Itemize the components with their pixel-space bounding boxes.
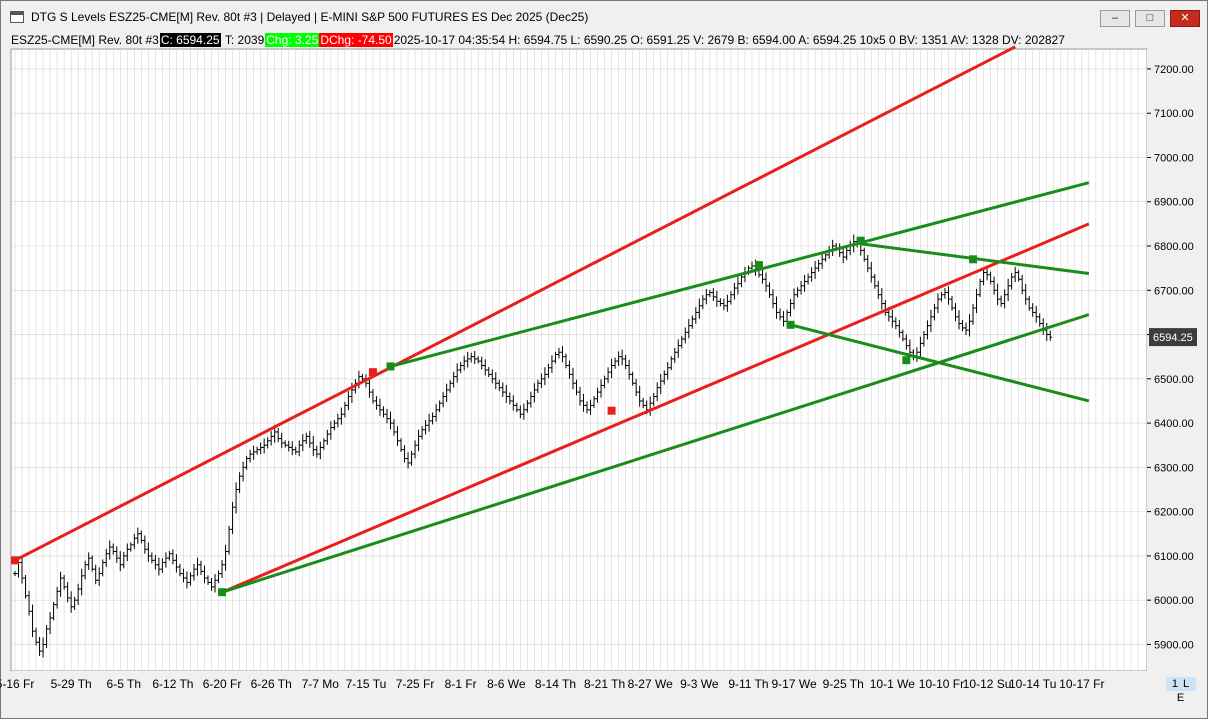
green-trend-line bbox=[221, 313, 1090, 594]
y-tick-label: 6900.00 bbox=[1154, 197, 1194, 209]
red-pivot-marker bbox=[368, 368, 377, 377]
maximize-button[interactable]: □ bbox=[1135, 10, 1165, 27]
x-tick-label: 7-25 Fr bbox=[396, 677, 435, 691]
green-trend-line bbox=[390, 181, 1090, 368]
app-icon bbox=[10, 11, 24, 23]
y-tick-label: 6000.00 bbox=[1154, 595, 1194, 607]
x-tick-label: 8-27 We bbox=[628, 677, 673, 691]
red-trend-line bbox=[221, 222, 1090, 594]
x-tick-label: 7-7 Mo bbox=[302, 677, 340, 691]
y-tick-label: 6400.00 bbox=[1154, 418, 1194, 430]
daily-change-value: DChg: -74.50 bbox=[319, 33, 393, 47]
x-tick-label: 5-29 Th bbox=[51, 677, 92, 691]
red-pivot-marker bbox=[607, 406, 616, 415]
change-value: Chg: 3.25 bbox=[265, 33, 320, 47]
y-tick-label: 5900.00 bbox=[1154, 639, 1194, 651]
minimize-button[interactable]: – bbox=[1100, 10, 1130, 27]
y-tick-label: 6800.00 bbox=[1154, 241, 1194, 253]
y-tick-label: 6700.00 bbox=[1154, 285, 1194, 297]
green-pivot-marker bbox=[902, 356, 911, 365]
scale-mode-label[interactable]: 1 L E bbox=[1166, 677, 1196, 704]
green-pivot-marker bbox=[969, 255, 978, 264]
trades-value: T: 2039 bbox=[224, 33, 265, 47]
x-tick-label: 6-26 Th bbox=[251, 677, 292, 691]
x-tick-label: 9-17 We bbox=[771, 677, 816, 691]
x-tick-label: 9-25 Th bbox=[823, 677, 864, 691]
x-tick-label: 8-1 Fr bbox=[445, 677, 477, 691]
time-axis bbox=[11, 671, 1200, 691]
quote-info-bar: ESZ25-CME[M] Rev. 80t #3 C: 6594.25 T: 20… bbox=[10, 32, 1066, 48]
y-tick-label: 7100.00 bbox=[1154, 108, 1194, 120]
green-pivot-marker bbox=[218, 588, 227, 597]
y-tick-label: 7000.00 bbox=[1154, 152, 1194, 164]
y-tick-label: 6300.00 bbox=[1154, 462, 1194, 474]
symbol-label: ESZ25-CME[M] Rev. 80t #3 bbox=[11, 33, 159, 47]
x-tick-label: 10-1 We bbox=[870, 677, 915, 691]
x-tick-label: 10-17 Fr bbox=[1059, 677, 1104, 691]
x-tick-label: 8-6 We bbox=[487, 677, 526, 691]
green-pivot-marker bbox=[386, 362, 395, 371]
green-trend-line bbox=[790, 323, 1090, 403]
y-tick-label: 7200.00 bbox=[1154, 64, 1194, 76]
green-pivot-marker bbox=[856, 236, 865, 245]
window-title: DTG S Levels ESZ25-CME[M] Rev. 80t #3 | … bbox=[31, 10, 589, 24]
x-tick-label: 8-14 Th bbox=[535, 677, 576, 691]
x-tick-label: 10-10 Fr bbox=[919, 677, 964, 691]
price-axis bbox=[1147, 49, 1200, 671]
plot-area bbox=[10, 48, 1148, 672]
x-tick-label: 9-3 We bbox=[680, 677, 719, 691]
green-pivot-marker bbox=[786, 320, 795, 329]
red-trend-line bbox=[14, 45, 1016, 562]
x-tick-label: 7-15 Tu bbox=[346, 677, 387, 691]
y-tick-label: 6200.00 bbox=[1154, 507, 1194, 519]
red-pivot-marker bbox=[11, 556, 19, 565]
x-tick-label: 10-12 Su bbox=[963, 677, 1012, 691]
last-price-box bbox=[1149, 328, 1197, 347]
close-button[interactable]: ✕ bbox=[1170, 10, 1200, 27]
x-tick-label: 10-14 Tu bbox=[1009, 677, 1056, 691]
y-tick-label: 6500.00 bbox=[1154, 374, 1194, 386]
close-price-value: C: 6594.25 bbox=[159, 33, 221, 47]
x-tick-label: 9-11 Th bbox=[728, 677, 768, 691]
x-tick-label: 6-5 Th bbox=[107, 677, 141, 691]
last-price-label: 6594.25 bbox=[1153, 332, 1193, 344]
x-tick-label: 6-12 Th bbox=[152, 677, 193, 691]
title-bar[interactable]: DTG S Levels ESZ25-CME[M] Rev. 80t #3 | … bbox=[1, 1, 1207, 31]
x-tick-label: 8-21 Th bbox=[584, 677, 625, 691]
x-tick-label: 6-20 Fr bbox=[203, 677, 242, 691]
x-tick-label: 5-16 Fr bbox=[0, 677, 34, 691]
y-tick-label: 6100.00 bbox=[1154, 551, 1194, 563]
quote-details: 2025-10-17 04:35:54 H: 6594.75 L: 6590.2… bbox=[393, 33, 1065, 47]
green-pivot-marker bbox=[754, 261, 763, 270]
